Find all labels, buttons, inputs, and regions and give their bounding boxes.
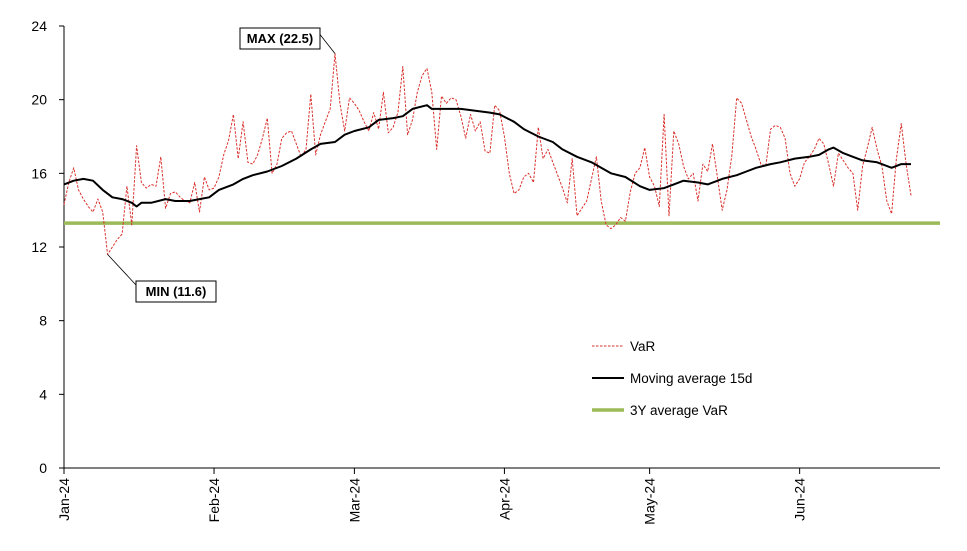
- y-tick-label: 0: [39, 460, 47, 476]
- annotation-box: [135, 280, 217, 303]
- max-annotation-label: MAX (22.5): [247, 31, 313, 46]
- plot-area: [63, 53, 940, 255]
- y-axis-ticks: 0 4 8 12 16 20 24: [31, 18, 64, 476]
- annotation-leader: [319, 34, 336, 54]
- annotations: MAX (22.5) MIN (11.6): [107, 27, 336, 303]
- y-tick-label: 8: [39, 313, 47, 329]
- x-tick-label: May-24: [642, 478, 658, 525]
- y-tick-label: 24: [31, 18, 47, 34]
- y-tick-label: 20: [31, 92, 47, 108]
- y-tick-label: 4: [39, 386, 47, 402]
- moving-average-15d-line: [63, 104, 911, 208]
- x-axis-ticks: Jan-24 Feb-24 Mar-24 Apr-24 May-24 Jun-24: [56, 468, 808, 525]
- var-line: [63, 53, 912, 255]
- annotation-box: [239, 27, 321, 50]
- legend-label: 3Y average VaR: [630, 403, 728, 418]
- legend-label: Moving average 15d: [630, 371, 752, 386]
- x-tick-label: Jun-24: [792, 478, 808, 521]
- min-annotation-label: MIN (11.6): [146, 284, 207, 299]
- x-tick-label: Apr-24: [496, 478, 512, 520]
- y-tick-label: 12: [31, 239, 47, 255]
- x-tick-label: Mar-24: [346, 478, 362, 523]
- legend: VaR Moving average 15d 3Y average VaR: [592, 339, 752, 418]
- annotation-leader: [107, 254, 137, 286]
- x-tick-label: Feb-24: [206, 478, 222, 523]
- y-tick-label: 16: [31, 165, 47, 181]
- x-tick-label: Jan-24: [56, 478, 72, 521]
- legend-label: VaR: [630, 339, 656, 354]
